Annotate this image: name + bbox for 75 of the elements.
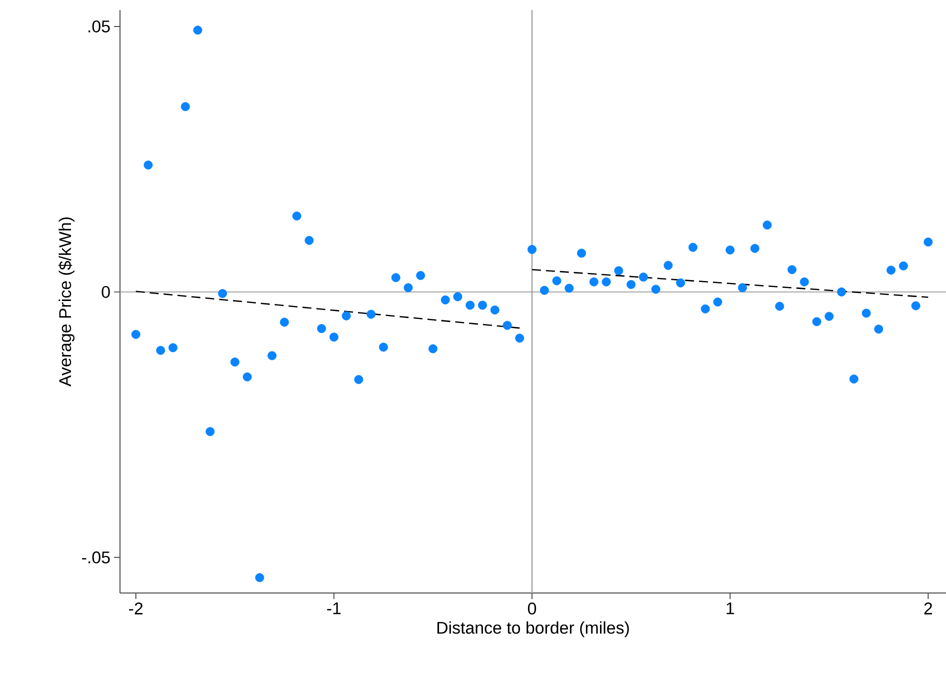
point	[874, 324, 884, 334]
point	[528, 244, 536, 254]
point	[726, 246, 735, 254]
point	[391, 273, 400, 282]
point	[849, 374, 858, 384]
point	[762, 220, 772, 230]
y-tick-label: .05	[88, 20, 110, 32]
point	[862, 308, 871, 318]
point	[552, 276, 562, 286]
point	[131, 330, 140, 339]
point	[280, 318, 289, 327]
y-tick-label: 0	[102, 286, 110, 298]
point	[676, 278, 686, 288]
point	[342, 311, 351, 320]
point	[911, 301, 920, 310]
x-tick-label: 0	[528, 602, 536, 614]
point	[738, 283, 747, 292]
x-tick-label: -1	[327, 602, 341, 614]
point	[466, 300, 475, 310]
point	[230, 358, 240, 367]
point	[168, 343, 178, 352]
point	[589, 277, 598, 286]
point	[602, 277, 611, 286]
point	[614, 266, 624, 276]
point	[824, 312, 834, 321]
point	[651, 284, 660, 294]
point	[354, 375, 364, 384]
point	[478, 300, 487, 310]
point	[255, 573, 264, 582]
point	[837, 287, 846, 296]
x-tick-label: 1	[726, 602, 734, 614]
point	[564, 284, 574, 293]
point	[800, 277, 809, 286]
point	[206, 427, 215, 436]
point	[292, 212, 302, 220]
x-axis-title: Distance to border (miles)	[437, 621, 629, 638]
point	[688, 242, 698, 252]
point	[700, 304, 710, 314]
point	[626, 280, 636, 289]
point	[218, 289, 227, 298]
point	[329, 332, 338, 342]
y-axis-title: Average Price ($/kWh)	[58, 218, 74, 386]
point	[304, 236, 314, 245]
point	[404, 283, 413, 292]
point	[750, 244, 760, 253]
y-tick-label: -.05	[82, 551, 110, 564]
point	[898, 261, 908, 270]
point	[268, 351, 277, 360]
x-tick-label: -2	[129, 602, 143, 614]
point	[515, 334, 524, 343]
point	[317, 324, 326, 334]
point	[156, 346, 166, 355]
point	[453, 292, 462, 302]
point	[440, 295, 450, 304]
point	[366, 310, 376, 319]
point	[775, 302, 784, 311]
point	[502, 320, 512, 330]
point	[144, 160, 153, 170]
point	[788, 265, 796, 274]
point	[378, 342, 388, 352]
point	[490, 306, 500, 314]
point	[713, 298, 722, 307]
point	[638, 272, 648, 282]
x-tick-label: 2	[924, 602, 932, 614]
point	[540, 286, 549, 295]
point	[428, 344, 438, 354]
point	[924, 238, 933, 247]
point	[242, 372, 252, 382]
point	[812, 317, 822, 326]
point	[416, 270, 426, 280]
point	[886, 266, 896, 275]
point	[664, 260, 673, 270]
point	[180, 102, 190, 112]
point	[193, 26, 202, 35]
point	[577, 248, 586, 258]
